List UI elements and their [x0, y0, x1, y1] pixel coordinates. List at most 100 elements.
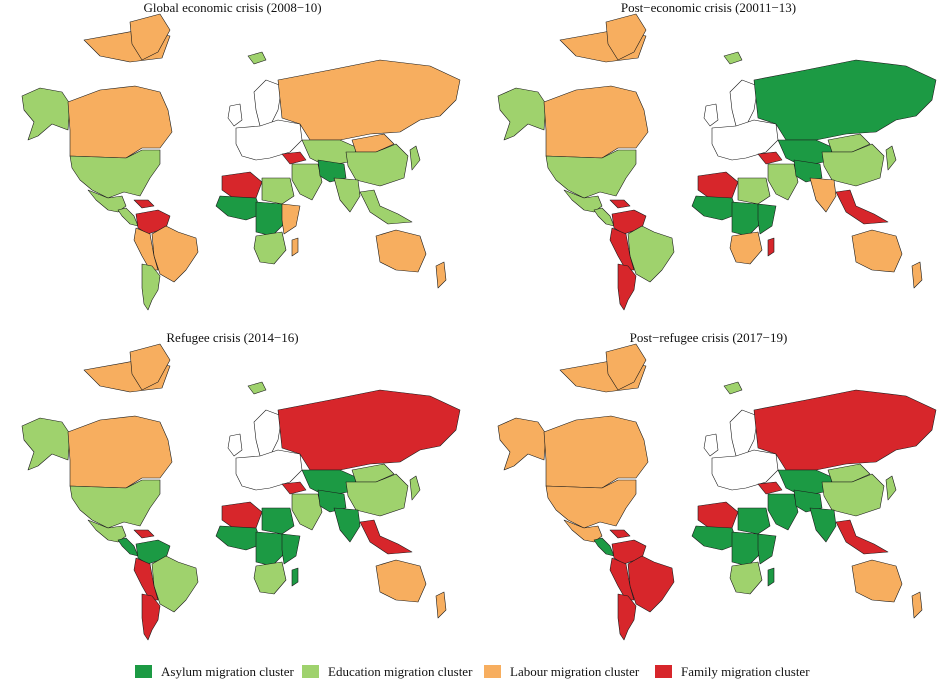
- region-russia: [753, 59, 937, 141]
- legend-swatch: [484, 665, 501, 678]
- region-europe: [711, 449, 779, 491]
- region-uk: [227, 103, 243, 127]
- region-north-africa-east: [737, 177, 771, 205]
- region-southeast-asia: [359, 189, 413, 225]
- region-canada: [67, 415, 173, 489]
- region-iceland: [247, 381, 267, 395]
- region-china: [821, 143, 885, 187]
- region-alaska: [21, 417, 71, 471]
- region-turkey: [281, 481, 307, 495]
- region-central-america: [593, 207, 615, 227]
- region-east-africa: [281, 533, 301, 565]
- region-new-zealand: [435, 591, 447, 619]
- world-map: [21, 13, 461, 311]
- region-southern-cone: [141, 263, 161, 311]
- region-middle-east: [291, 493, 323, 531]
- region-southern-africa: [729, 561, 763, 595]
- region-canada: [543, 415, 649, 489]
- region-west-africa: [691, 525, 739, 551]
- region-caribbean: [133, 199, 155, 209]
- region-southern-africa: [253, 561, 287, 595]
- region-brazil: [151, 555, 199, 613]
- region-china: [345, 473, 409, 517]
- region-middle-east: [767, 493, 799, 531]
- region-caribbean: [133, 529, 155, 539]
- panel-title: Post−refugee crisis (2017−19): [629, 330, 788, 345]
- region-iceland: [723, 381, 743, 395]
- region-west-africa: [215, 525, 263, 551]
- legend-item-education: Education migration cluster: [302, 665, 472, 678]
- region-usa: [69, 149, 161, 199]
- region-australia: [851, 559, 903, 603]
- region-russia: [277, 59, 461, 141]
- region-turkey: [281, 151, 307, 165]
- region-japan: [409, 145, 421, 171]
- region-greenland: [605, 343, 647, 391]
- region-madagascar: [767, 237, 775, 257]
- legend-item-labour: Labour migration cluster: [484, 665, 639, 678]
- region-australia: [375, 559, 427, 603]
- region-russia: [277, 389, 461, 471]
- region-turkey: [757, 151, 783, 165]
- region-scandinavia: [729, 79, 759, 127]
- region-east-africa: [757, 533, 777, 565]
- region-uk: [703, 433, 719, 457]
- world-map: [497, 13, 937, 311]
- region-brazil: [151, 225, 199, 283]
- region-greenland: [129, 343, 171, 391]
- region-usa: [545, 479, 637, 529]
- legend-swatch: [302, 665, 319, 678]
- region-japan: [885, 145, 897, 171]
- region-north-africa-east: [737, 507, 771, 535]
- region-china: [821, 473, 885, 517]
- region-madagascar: [767, 567, 775, 587]
- region-mongolia: [351, 463, 395, 483]
- region-australia: [375, 229, 427, 273]
- region-caribbean: [609, 199, 631, 209]
- region-southern-cone: [617, 593, 637, 641]
- region-europe: [235, 119, 303, 161]
- region-north-africa-west: [221, 171, 263, 201]
- region-east-africa: [281, 203, 301, 235]
- region-china: [345, 143, 409, 187]
- region-brazil: [627, 555, 675, 613]
- map-panel-global-economic-crisis: Global economic crisis (2008−10): [0, 0, 465, 320]
- region-north-africa-west: [221, 501, 263, 531]
- region-central-america: [117, 207, 139, 227]
- legend-swatch: [135, 665, 152, 678]
- map-panel-post-economic-crisis: Post−economic crisis (20011−13): [476, 0, 941, 320]
- region-turkey: [757, 481, 783, 495]
- region-scandinavia: [729, 409, 759, 457]
- region-madagascar: [291, 237, 299, 257]
- region-west-africa: [691, 195, 739, 221]
- region-uk: [227, 433, 243, 457]
- region-iceland: [247, 51, 267, 65]
- region-usa: [69, 479, 161, 529]
- region-south-asia: [809, 177, 837, 213]
- region-southeast-asia: [835, 189, 889, 225]
- region-europe: [711, 119, 779, 161]
- region-canada: [67, 85, 173, 159]
- region-south-asia: [333, 507, 361, 543]
- world-map: [497, 343, 937, 641]
- region-southeast-asia: [359, 519, 413, 555]
- region-south-asia: [809, 507, 837, 543]
- world-map: [21, 343, 461, 641]
- map-panel-refugee-crisis: Refugee crisis (2014−16): [0, 330, 465, 650]
- region-europe: [235, 449, 303, 491]
- legend-label: Labour migration cluster: [510, 664, 640, 679]
- legend-label: Family migration cluster: [681, 664, 810, 679]
- region-north-africa-east: [261, 507, 295, 535]
- region-uk: [703, 103, 719, 127]
- region-central-africa: [731, 201, 761, 237]
- legend-item-family: Family migration cluster: [655, 665, 810, 678]
- region-alaska: [497, 87, 547, 141]
- region-middle-east: [767, 163, 799, 201]
- legend-label: Asylum migration cluster: [161, 664, 294, 679]
- region-southern-africa: [729, 231, 763, 265]
- region-canada: [543, 85, 649, 159]
- region-central-africa: [255, 201, 285, 237]
- region-madagascar: [291, 567, 299, 587]
- panel-title: Post−economic crisis (20011−13): [620, 0, 797, 15]
- legend-label: Education migration cluster: [328, 664, 473, 679]
